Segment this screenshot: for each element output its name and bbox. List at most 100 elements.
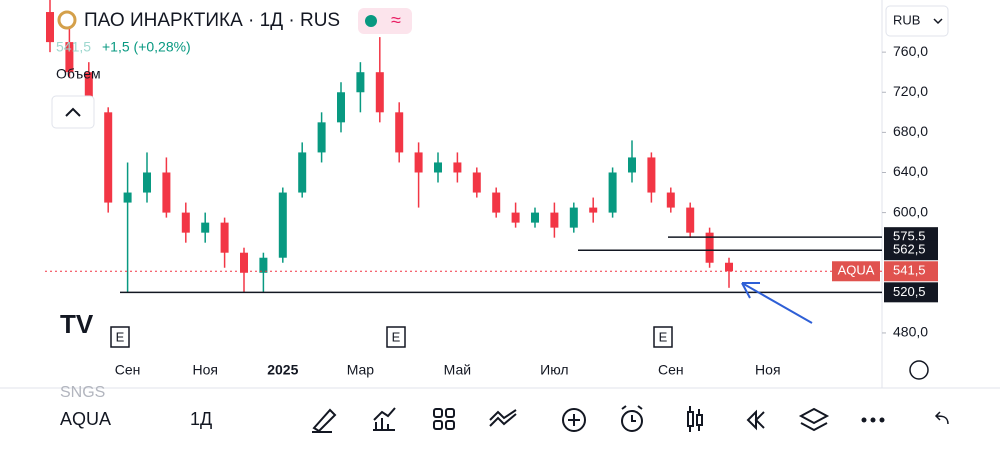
level-box [884, 282, 938, 303]
candle-body [589, 207, 598, 213]
toolbar: AQUA SNGS 1Д [60, 384, 949, 433]
level-label: 562,5 [893, 242, 926, 257]
level-label: 575,5 [893, 229, 926, 244]
last-price-box [884, 261, 938, 282]
candle-body [240, 252, 248, 273]
annotation-arrow [741, 282, 813, 324]
last-name-box [832, 261, 880, 282]
compare-icon[interactable] [489, 409, 517, 427]
candle-body [278, 192, 287, 258]
candle-body [123, 192, 132, 203]
candle-body [162, 172, 171, 213]
candle-body [686, 207, 695, 233]
x-tick-label: Сен [658, 362, 684, 378]
market-status [365, 15, 377, 27]
tv-logo: TV [60, 309, 94, 339]
x-tick-label: Ноя [755, 362, 780, 378]
event-flag-box [110, 326, 130, 348]
candle-body [725, 262, 733, 272]
candle-body [569, 207, 578, 228]
volume-label: Объем [56, 66, 101, 82]
candle-body [531, 212, 539, 223]
last-price-label: 541,5 [893, 263, 926, 278]
price: 541,5 [56, 39, 91, 55]
candle-body [647, 157, 656, 193]
candle-body [705, 232, 714, 263]
candle-body [608, 172, 617, 213]
event-flag-box [386, 326, 406, 348]
y-tick-label: 760,0 [893, 43, 928, 59]
indicators-icon[interactable] [373, 407, 396, 431]
logo [57, 10, 77, 30]
alert-icon[interactable] [621, 405, 643, 432]
candle-body [220, 222, 229, 253]
x-tick-label: Июл [540, 362, 568, 378]
delay-icon: ≈ [391, 10, 401, 30]
settings-icon[interactable] [909, 360, 929, 380]
candle-body [414, 152, 423, 173]
candle-body [492, 192, 501, 213]
candle-body [453, 162, 462, 173]
y-tick-label: 600,0 [893, 203, 928, 219]
collapse-button[interactable] [51, 95, 95, 129]
draw-icon[interactable] [312, 408, 337, 433]
layers-icon[interactable] [798, 407, 830, 432]
x-tick-label: Май [444, 362, 471, 378]
candle-body [434, 162, 442, 173]
add-icon[interactable] [562, 408, 586, 432]
candle-body [511, 212, 520, 223]
arrow-head [741, 282, 760, 299]
interval[interactable]: 1Д [190, 409, 212, 429]
candle-body [356, 72, 365, 93]
candle-body [84, 72, 93, 113]
templates-icon[interactable] [433, 408, 455, 430]
currency-chevron [933, 18, 943, 25]
event-flag: E [116, 329, 125, 344]
title: ПАО ИНАРКТИКА · 1Д · RUS [84, 10, 340, 31]
back-icon[interactable] [934, 411, 949, 425]
candle-body [298, 152, 307, 193]
x-tick-label: Сен [115, 362, 141, 378]
chart-type-icon[interactable] [687, 406, 703, 432]
chevron [65, 107, 81, 117]
candle-body [259, 257, 268, 273]
replay-icon[interactable] [746, 409, 765, 431]
event-flag: E [392, 329, 401, 344]
y-tick-label: 720,0 [893, 83, 928, 99]
event-flag: E [659, 329, 668, 344]
y-tick-label: 680,0 [893, 123, 928, 139]
event-flag-box [653, 326, 673, 348]
candle-body [395, 112, 404, 153]
arrow-shaft [741, 282, 813, 324]
y-tick-label: 640,0 [893, 163, 928, 179]
x-tick-label: Мар [347, 362, 375, 378]
change: +1,5 (+0,28%) [102, 39, 191, 55]
candle-body [472, 172, 481, 193]
x-tick-label: 2025 [267, 362, 298, 378]
candle-body [375, 72, 384, 113]
candle-body [201, 222, 210, 233]
symbol[interactable]: SNGS [60, 384, 105, 401]
currency-button[interactable] [885, 5, 949, 37]
y-tick-label: 480,0 [893, 324, 928, 340]
level-box [884, 240, 938, 261]
status-pill [358, 8, 412, 34]
candle-body [65, 42, 74, 73]
candle-body [143, 172, 151, 193]
candle-body [104, 112, 113, 203]
candle-body [666, 192, 675, 208]
candle-body [46, 12, 54, 43]
currency: RUB [893, 12, 920, 27]
candle-body [337, 92, 345, 123]
symbol[interactable]: AQUA [60, 409, 111, 429]
candle-body [181, 212, 190, 233]
candle-body [550, 212, 559, 228]
level-label: 520,5 [893, 284, 926, 299]
x-tick-label: Ноя [192, 362, 217, 378]
last-name: AQUA [838, 263, 875, 278]
more-icon[interactable] [861, 417, 885, 423]
